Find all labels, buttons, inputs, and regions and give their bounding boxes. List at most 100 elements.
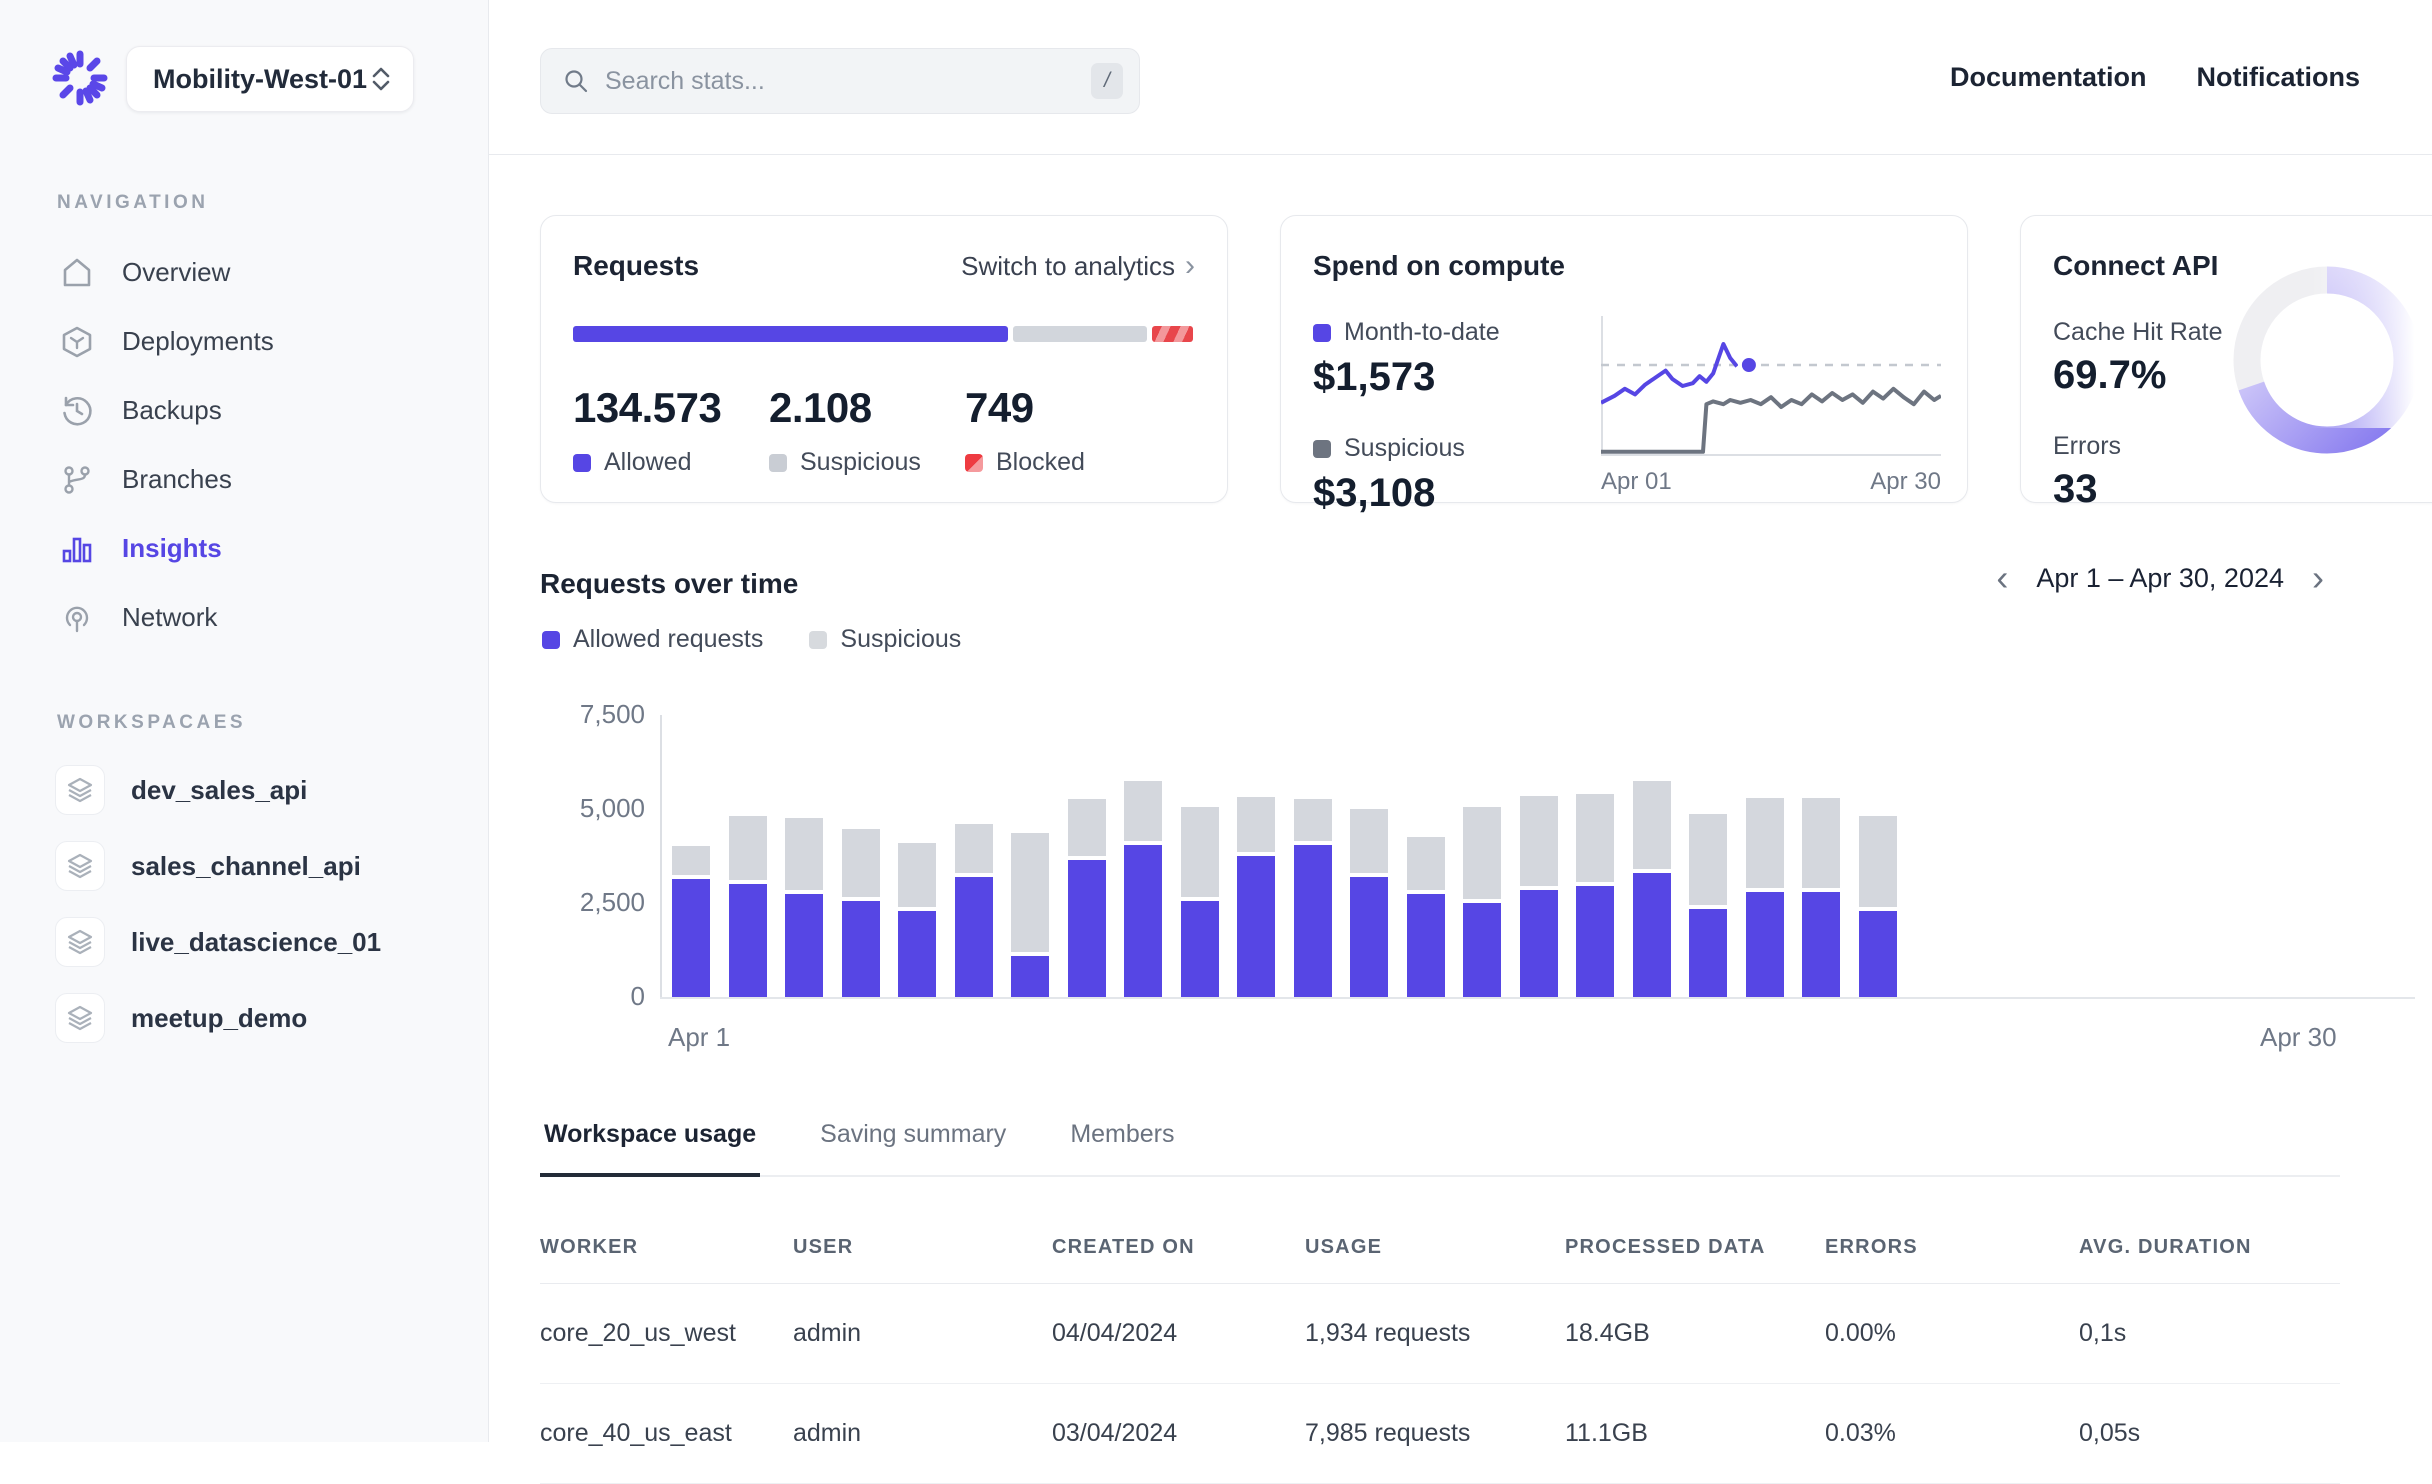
spend-card-title: Spend on compute — [1313, 250, 1565, 281]
bar-apr-10 — [1180, 715, 1219, 997]
workspace-item-meetup-demo[interactable]: meetup_demo — [0, 980, 489, 1056]
month-to-date-value: $1,573 — [1313, 355, 1436, 399]
bar-apr-6 — [954, 715, 993, 997]
spend-card: Spend on compute Month-to-date $1,573 Su… — [1280, 215, 1968, 515]
workspace-item-live-datascience-01[interactable]: live_datascience_01 — [0, 904, 489, 980]
bar-apr-1 — [672, 715, 710, 997]
suspicious-bar-segment — [1180, 806, 1219, 898]
chevron-left-icon[interactable]: ‹ — [1996, 557, 2009, 598]
table-cell: admin — [793, 1419, 862, 1447]
tab-members[interactable]: Members — [1070, 1120, 1175, 1148]
sidebar-item-label: Branches — [122, 464, 232, 494]
column-header: ERRORS — [1825, 1236, 1918, 1258]
chevron-right-icon[interactable]: › — [2312, 557, 2324, 598]
suspicious-legend-swatch — [769, 453, 787, 472]
suspicious-bar-segment — [1011, 833, 1049, 952]
workspace-usage-table: WORKER USER CREATED ON USAGE PROCESSED DATA E… — [540, 1212, 2340, 1484]
nav-section-label: NAVIGATION — [57, 192, 209, 213]
bar-apr-8 — [1067, 715, 1106, 997]
suspicious-bar-segment — [1237, 797, 1275, 852]
suspicious-bar-segment — [1067, 799, 1106, 856]
bar-apr-2 — [728, 715, 767, 997]
switch-to-analytics-link[interactable]: Switch to analytics › — [961, 249, 1195, 282]
workspace-item-sales-channel-api[interactable]: sales_channel_api — [0, 828, 489, 904]
sidebar: Mobility-West-01 NAVIGATION Overview Dep… — [0, 0, 489, 1442]
search-input[interactable] — [605, 66, 1091, 96]
allowed-bar-segment — [785, 893, 823, 997]
table-cell: 11.1GB — [1565, 1419, 1648, 1447]
broadcast-icon — [65, 606, 89, 632]
tab-workspace-usage[interactable]: Workspace usage — [540, 1112, 761, 1177]
progress-blocked-segment — [1152, 326, 1193, 342]
bar-apr-21 — [1802, 715, 1840, 997]
sparkline-suspicious-series — [1601, 386, 1941, 454]
y-tick-label: 0 — [630, 981, 645, 1011]
sidebar-item-overview[interactable]: Overview — [0, 238, 489, 307]
sidebar-item-backups[interactable]: Backups — [0, 376, 489, 445]
x-axis-label-end: Apr 30 — [2260, 1022, 2337, 1052]
app-logo-icon — [52, 50, 108, 106]
allowed-bar-segment — [1576, 886, 1614, 997]
stat-blocked: 749 Blocked — [965, 384, 1085, 476]
allowed-bar-segment — [1124, 844, 1162, 997]
bar-apr-5 — [898, 715, 936, 997]
table-cell: 18.4GB — [1565, 1319, 1650, 1347]
suspicious-bar-segment — [1802, 797, 1840, 888]
sidebar-item-insights[interactable]: Insights — [0, 514, 489, 583]
allowed-bar-segment — [1350, 876, 1388, 997]
stat-suspicious: 2.108 Suspicious — [769, 384, 921, 476]
rot-legend: Allowed requests Suspicious — [542, 625, 961, 654]
allowed-bar-segment — [1237, 856, 1275, 997]
notifications-link[interactable]: Notifications — [2196, 62, 2360, 92]
workspace-selector[interactable]: Mobility-West-01 — [126, 46, 414, 112]
sidebar-item-network[interactable]: Network — [0, 583, 489, 652]
connect-api-card: Connect API Cache Hit Rate 69.7% Errors … — [2020, 215, 2432, 511]
layers-icon — [55, 841, 105, 891]
spend-suspicious-swatch — [1313, 439, 1331, 458]
allowed-bar-segment — [1293, 844, 1332, 997]
bar-apr-9 — [1124, 715, 1162, 997]
x-axis-line — [660, 997, 2415, 999]
column-header: USER — [793, 1236, 854, 1258]
table-cell: 0,1s — [2079, 1319, 2127, 1347]
errors-label: Errors — [2053, 432, 2122, 460]
table-cell: core_40_us_east — [540, 1419, 732, 1447]
sidebar-item-label: Network — [122, 602, 218, 632]
errors-value: 33 — [2053, 467, 2098, 511]
documentation-link[interactable]: Documentation — [1949, 62, 2147, 92]
suspicious-bar-segment — [1124, 780, 1162, 841]
x-axis-label-start: Apr 1 — [668, 1022, 731, 1052]
workspace-item-label: sales_channel_api — [131, 850, 361, 881]
search-icon — [565, 70, 588, 93]
sparkline-mtd-series — [1601, 342, 1739, 405]
topbar: / Documentation Notifications — [489, 0, 2432, 155]
workspaces-section-label: WORKSPACAES — [57, 712, 247, 733]
allowed-bar-segment — [672, 878, 710, 997]
sidebar-item-branches[interactable]: Branches — [0, 445, 489, 514]
sparkline-current-dot — [1737, 354, 1760, 376]
bar-apr-14 — [1406, 715, 1445, 997]
bar-apr-19 — [1689, 715, 1727, 997]
search-box[interactable]: / — [540, 48, 1140, 114]
workspace-item-label: dev_sales_api — [131, 774, 308, 805]
sidebar-item-deployments[interactable]: Deployments — [0, 307, 489, 376]
workspace-item-dev-sales-api[interactable]: dev_sales_api — [0, 752, 489, 828]
allowed-legend-swatch — [573, 453, 591, 472]
suspicious-bar-segment — [1406, 836, 1445, 890]
sparkline-x-end: Apr 30 — [1870, 468, 1941, 495]
home-icon — [63, 258, 91, 286]
allowed-bar-segment — [1745, 891, 1784, 997]
table-row: core_20_us_west admin 04/04/2024 1,934 requ… — [540, 1284, 2340, 1384]
month-to-date-swatch — [1313, 323, 1331, 342]
suspicious-bar-segment — [672, 846, 710, 875]
tab-saving-summary[interactable]: Saving summary — [820, 1120, 1007, 1148]
progress-allowed-segment — [573, 326, 1009, 342]
table-cell: 0.00% — [1825, 1319, 1896, 1347]
allowed-bar-segment — [898, 910, 936, 997]
bar-apr-7 — [1011, 715, 1049, 997]
spend-suspicious-value: $3,108 — [1313, 471, 1436, 515]
layers-icon — [55, 993, 105, 1043]
sidebar-item-label: Backups — [122, 395, 222, 425]
suspicious-bar-segment — [1293, 799, 1332, 841]
cube-icon — [62, 326, 92, 357]
